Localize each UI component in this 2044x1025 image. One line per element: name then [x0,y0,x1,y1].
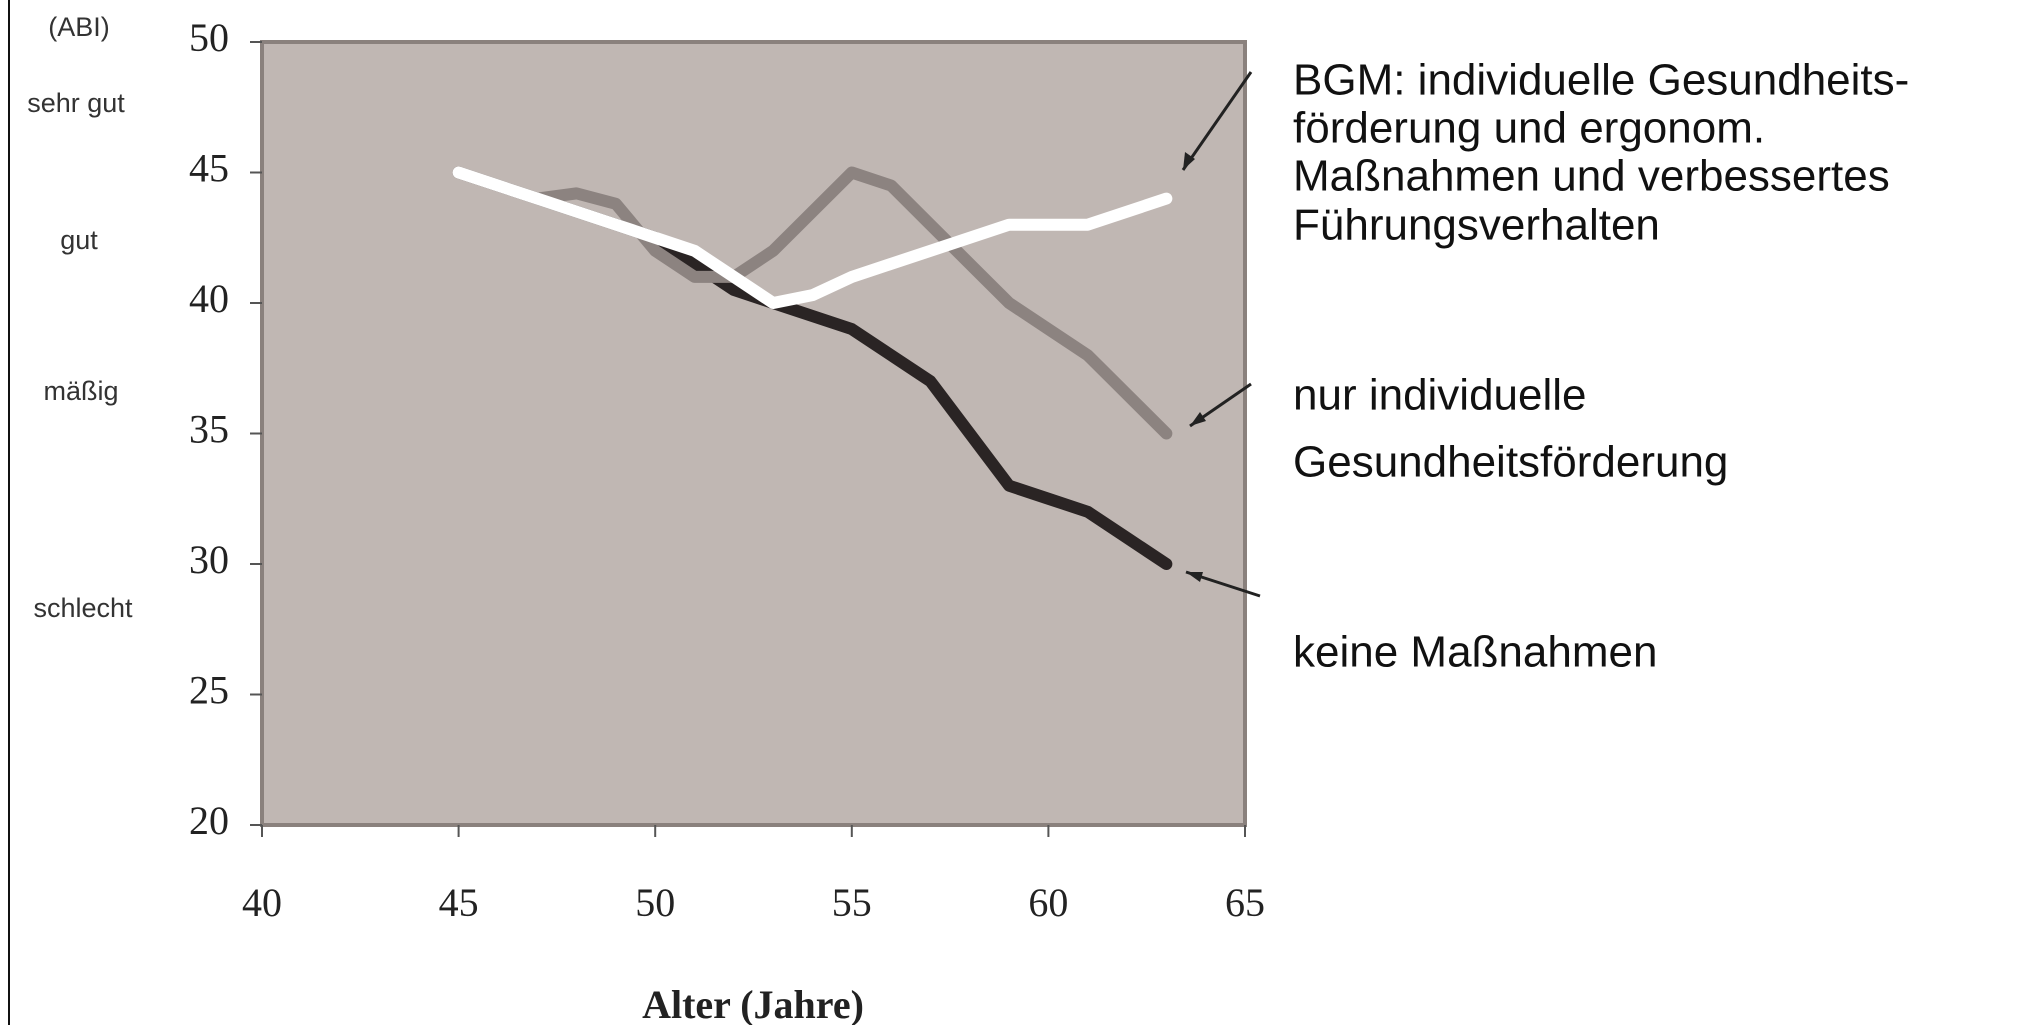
annotation: mäßig [43,376,118,406]
x-tick-label: 45 [439,880,479,925]
y-tick-label: 35 [189,407,229,452]
x-tick-label: 50 [635,880,675,925]
annotation: gut [60,225,98,255]
arrow [1181,71,1253,171]
x-tick-label: 55 [832,880,872,925]
y-tick-label: 20 [189,798,229,843]
plot-area [260,40,1247,827]
legend-text: keine Maßnahmen [1293,628,1657,677]
y-tick-label: 45 [189,146,229,191]
legend-text: Gesundheitsförderung [1293,438,1728,487]
legend-text: BGM: individuelle Gesundheits- [1293,56,1909,105]
annotation: (ABI) [48,12,110,42]
y-tick-label: 25 [189,668,229,713]
x-tick-label: 40 [242,880,282,925]
series-line [452,166,1173,309]
legend-text: Führungsverhalten [1293,201,1660,250]
arrow-head [1190,412,1206,426]
annotation: sehr gut [27,88,125,118]
x-axis-label: Alter (Jahre) [642,982,864,1025]
legend-text: Maßnahmen und verbessertes [1293,152,1890,201]
arrow-head [1186,572,1203,582]
y-tick-label: 30 [189,537,229,582]
legend-text: förderung und ergonom. [1293,104,1765,153]
x-tick-label: 60 [1028,880,1068,925]
series-line [452,166,1173,440]
legend-text: nur individuelle [1293,371,1587,420]
y-tick-label: 50 [189,15,229,60]
x-tick-label: 65 [1225,880,1265,925]
arrow-head [1183,152,1195,170]
y-tick-label: 40 [189,276,229,321]
annotation: schlecht [33,593,133,623]
